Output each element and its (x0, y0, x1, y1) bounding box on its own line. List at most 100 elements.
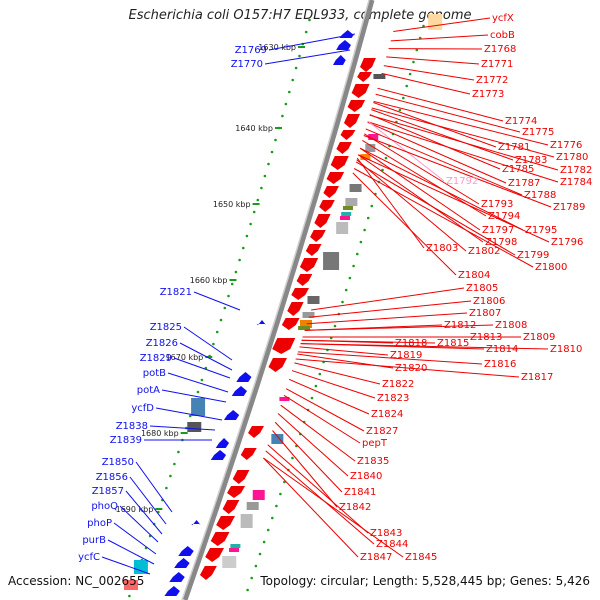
leader-line (359, 147, 524, 231)
feature-block (323, 252, 340, 270)
leader-line (367, 121, 507, 184)
gene-label: Z1813 (470, 332, 502, 343)
gene-label: Z1785 (502, 164, 534, 175)
gene-label: Z1842 (339, 502, 371, 513)
forward-gene (319, 200, 335, 212)
gene-label: Z1788 (524, 190, 556, 201)
forward-gene (343, 114, 361, 128)
gene-label: Z1816 (484, 359, 516, 370)
gene-label: ycfX (492, 13, 514, 24)
forward-gene (336, 142, 352, 154)
forward-gene (347, 100, 366, 112)
forward-gene (359, 58, 376, 72)
feature-block (252, 490, 265, 500)
tick-dot (344, 288, 348, 292)
tick-dot (252, 210, 256, 214)
gene-label: Z1823 (377, 393, 409, 404)
scale-label: 1630 kbp (258, 43, 296, 52)
forward-gene (232, 470, 250, 484)
feature-block (240, 514, 253, 528)
forward-gene (222, 500, 240, 514)
leader-line (263, 457, 404, 558)
leader-line (291, 370, 376, 399)
reverse-gene (191, 520, 201, 525)
gene-label: Z1795 (525, 225, 557, 236)
leader-line (306, 312, 468, 325)
feature-block (191, 398, 206, 416)
gene-label: phoQ (91, 501, 118, 512)
gene-label: Z1768 (484, 44, 516, 55)
tick-dot (173, 462, 176, 466)
gene-label: Z1822 (382, 379, 414, 390)
gene-label: Z1826 (146, 338, 178, 349)
tick-dot (408, 72, 412, 76)
gene-label: pepT (362, 438, 388, 449)
leader-line (101, 556, 151, 575)
leader-line (295, 358, 520, 378)
tick-dot (266, 528, 270, 532)
gene-label: potA (137, 385, 160, 396)
leader-line (283, 394, 361, 444)
tick-dot (254, 564, 258, 568)
leader-line (149, 425, 216, 431)
leader-line (371, 107, 555, 158)
leader-line (268, 33, 356, 51)
gene-label: Z1841 (344, 487, 376, 498)
gene-label: Z1850 (102, 457, 134, 468)
feature-block (360, 154, 371, 160)
tick-dot (304, 30, 308, 34)
gene-label: ycfD (131, 403, 154, 414)
tick-dot (200, 378, 204, 382)
tick-dot (384, 156, 388, 160)
feature-block (373, 74, 386, 79)
gene-label: Z1774 (505, 116, 537, 127)
tick-dot (215, 330, 219, 334)
gene-label: Z1770 (231, 59, 263, 70)
gene-label: Z1775 (522, 127, 554, 138)
genome-backbone-highlight (181, 0, 370, 600)
tick-dot (422, 24, 425, 28)
gene-label: Z1789 (553, 202, 585, 213)
leader-line (371, 109, 514, 161)
gene-label: Z1803 (426, 243, 458, 254)
leader-line (119, 505, 159, 543)
gene-label: Z1817 (521, 372, 553, 383)
gene-label: Z1799 (517, 250, 549, 261)
tick-dot (262, 540, 266, 544)
feature-block (299, 320, 312, 328)
leader-line (381, 72, 471, 95)
reverse-gene (174, 558, 190, 568)
leader-line (369, 114, 501, 170)
forward-gene (291, 288, 309, 300)
tick-dot (246, 588, 249, 592)
gene-label: Z1782 (560, 165, 592, 176)
gene-label: Z1804 (458, 270, 490, 281)
gene-label: Z1838 (116, 421, 148, 432)
scale-label: 1670 kbp (166, 353, 204, 362)
tick-dots (128, 18, 425, 598)
forward-gene (340, 130, 356, 140)
leader-line (308, 300, 472, 318)
forward-gene (305, 244, 322, 256)
feature-block (187, 422, 202, 432)
reverse-gene (332, 55, 346, 65)
tick-dot (294, 66, 298, 70)
reverse-gene (178, 546, 194, 556)
gene-label: cobB (490, 30, 515, 41)
feature-block (336, 222, 349, 234)
feature-block (230, 544, 241, 548)
feature-block (349, 184, 362, 192)
forward-gene (314, 214, 331, 228)
feature-block (229, 548, 240, 552)
tick-dot (267, 162, 270, 166)
gene-label: purB (82, 535, 106, 546)
leader-line (369, 114, 559, 171)
leader-line (357, 154, 550, 243)
tick-dot (284, 102, 288, 106)
gene-labels: Z1769 Z1770 Z1821 Z1825 Z1826 Z1829 potB potA yc… (78, 13, 592, 563)
tick-dot (245, 234, 249, 238)
leader-line (301, 339, 394, 344)
tick-dot (412, 60, 415, 64)
gene-label: Z1797 (482, 225, 514, 236)
gene-label: Z1856 (96, 472, 128, 483)
